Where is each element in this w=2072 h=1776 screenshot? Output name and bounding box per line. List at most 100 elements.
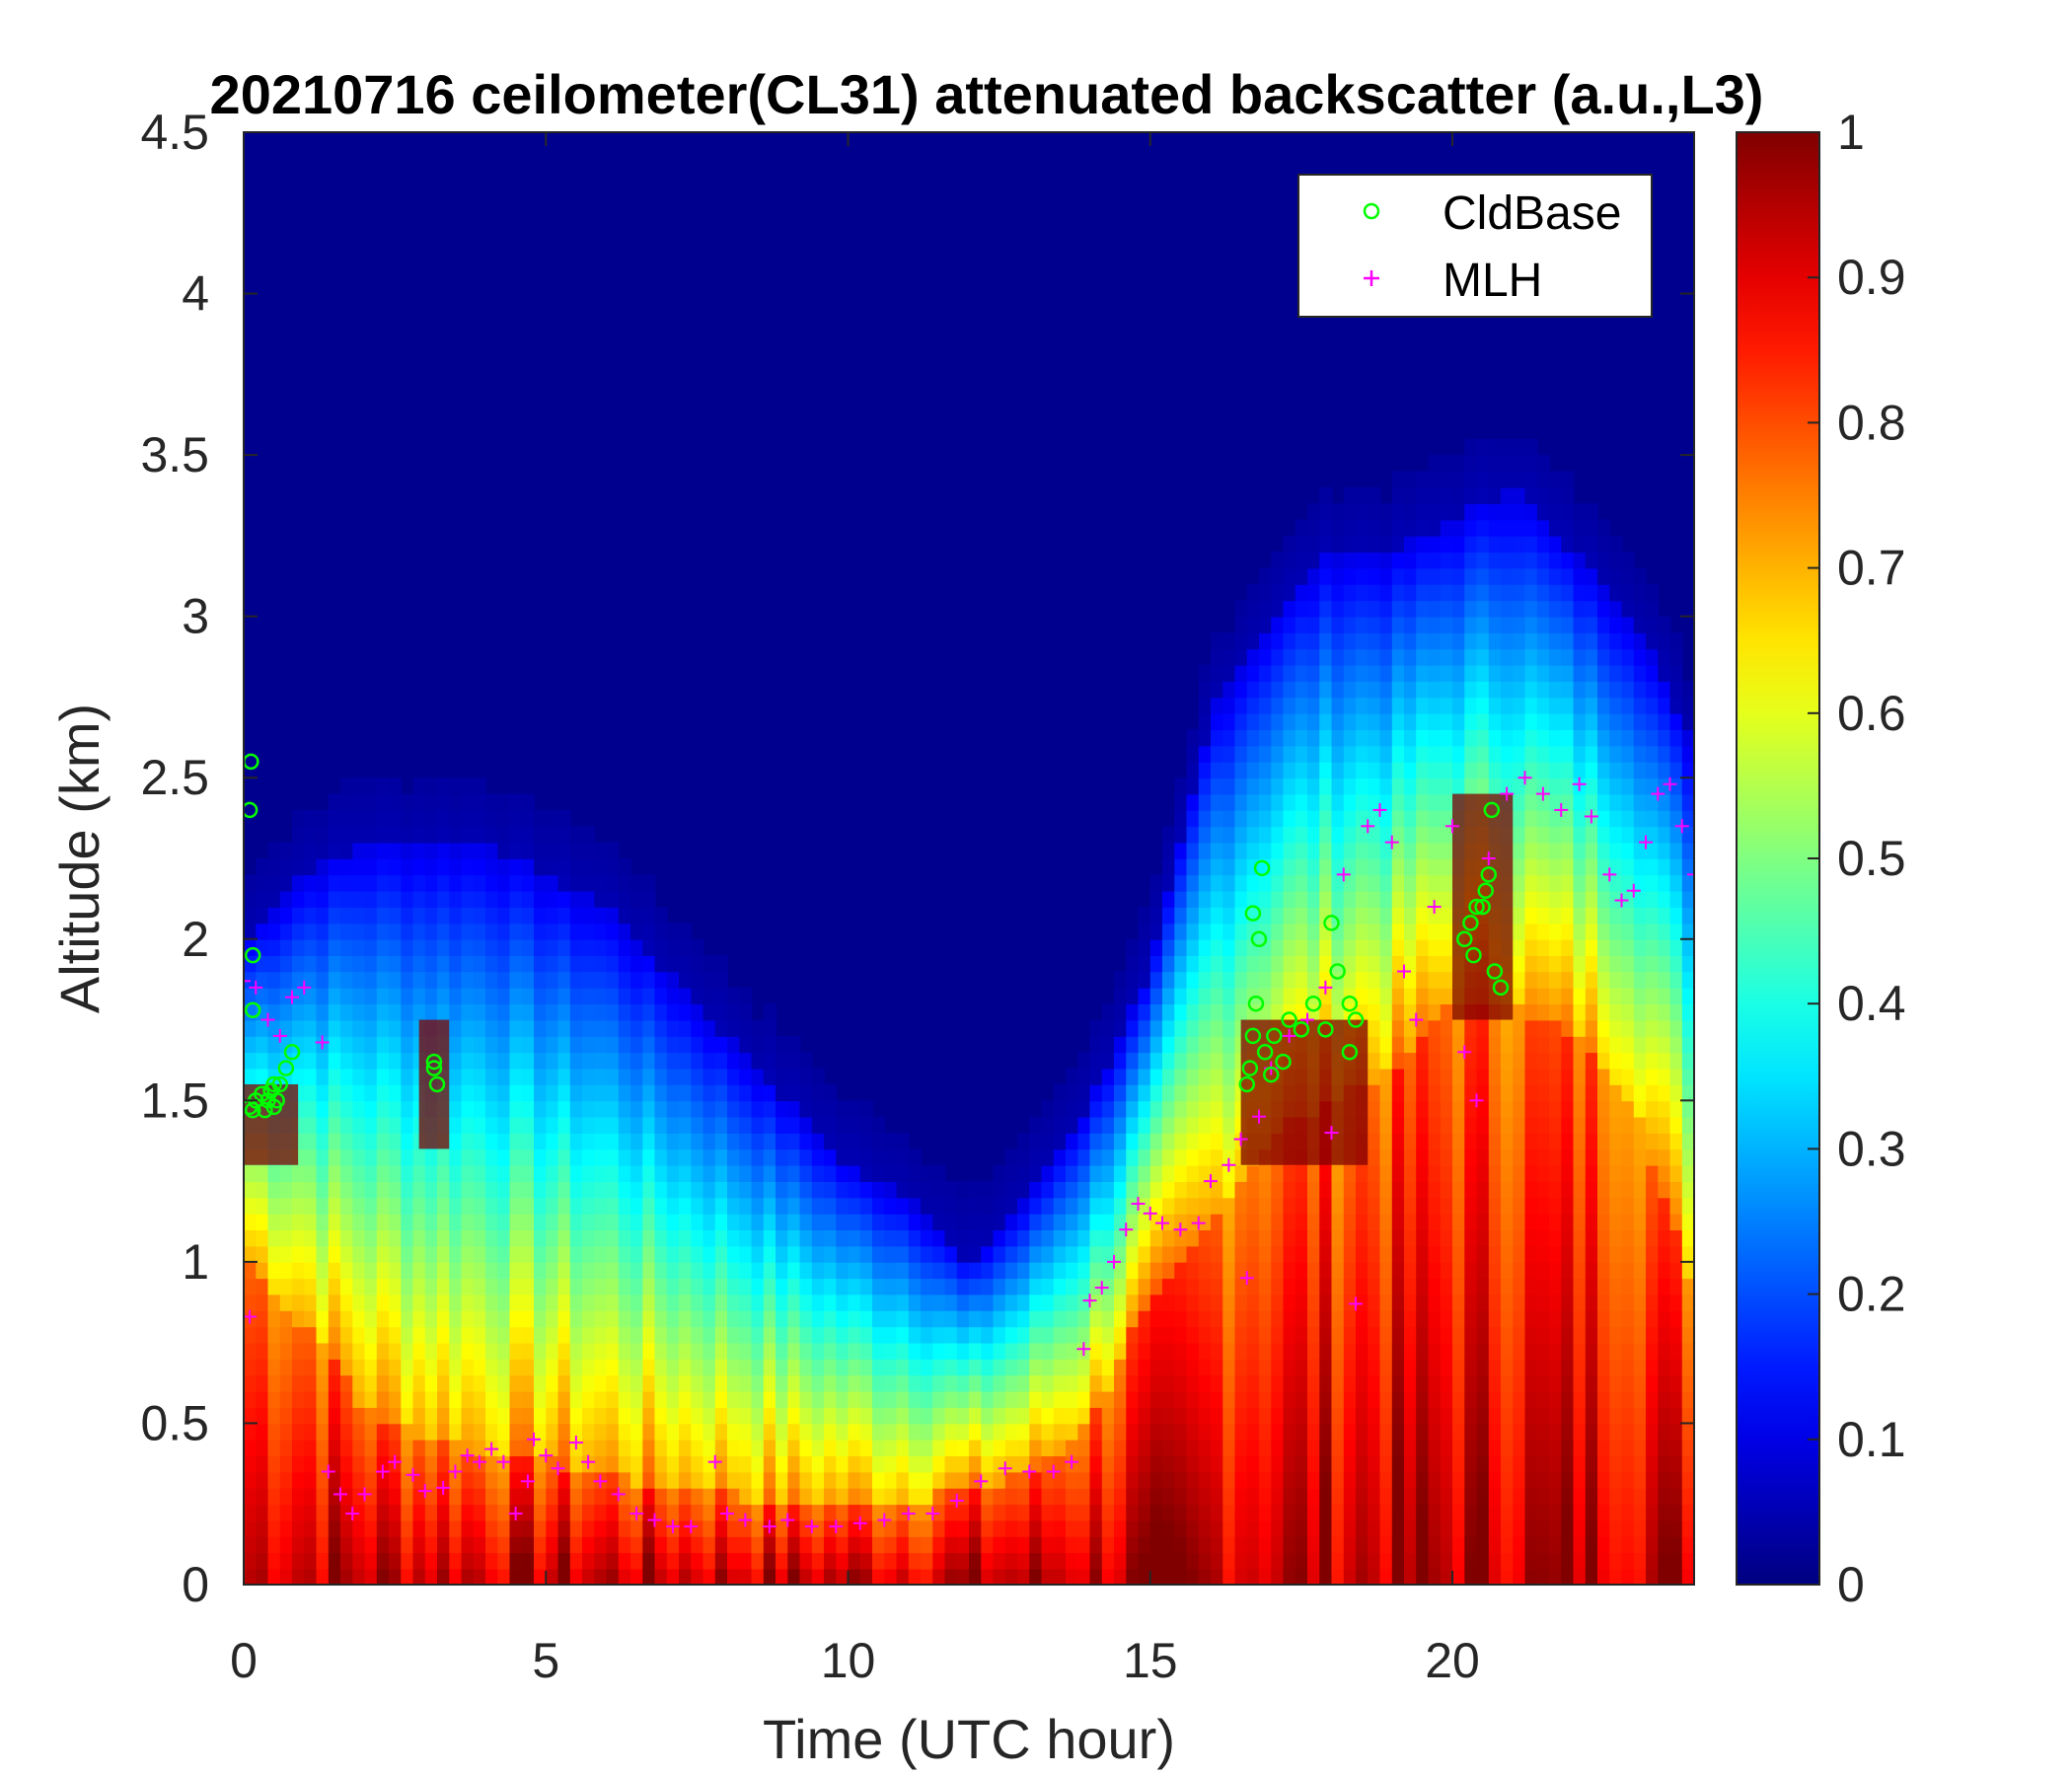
heatmap-cell [691, 1455, 704, 1473]
heatmap-cell [292, 1374, 306, 1392]
heatmap-cell [691, 1278, 704, 1295]
heatmap-cell [389, 1326, 403, 1344]
heatmap-cell [1331, 777, 1345, 795]
heatmap-cell [401, 793, 414, 811]
heatmap-cell [1149, 1535, 1163, 1554]
heatmap-cell [376, 1359, 390, 1376]
heatmap-cell [981, 1439, 995, 1456]
heatmap-cell [1186, 1100, 1200, 1118]
heatmap-cell [799, 1342, 813, 1360]
heatmap-cell [654, 1197, 668, 1215]
heatmap-cell [461, 1359, 475, 1376]
heatmap-cell [424, 858, 438, 876]
heatmap-cell [1464, 486, 1478, 504]
heatmap-cell [497, 1407, 511, 1425]
heatmap-cell [1126, 1278, 1140, 1295]
heatmap-cell [389, 907, 403, 925]
heatmap-cell [340, 1100, 354, 1118]
heatmap-cell [1004, 1261, 1018, 1280]
heatmap-cell [763, 1197, 777, 1215]
heatmap-cell [1391, 729, 1405, 747]
heatmap-cell [630, 874, 644, 892]
heatmap-cell [884, 1294, 898, 1311]
heatmap-cell [1343, 1487, 1357, 1506]
heatmap-cell [509, 955, 523, 973]
heatmap-cell [606, 1100, 620, 1118]
heatmap-cell [267, 1535, 281, 1554]
heatmap-cell [437, 1148, 451, 1166]
heatmap-cell [1295, 1359, 1308, 1376]
heatmap-cell [654, 1261, 668, 1280]
heatmap-cell [1513, 1439, 1526, 1456]
heatmap-cell [340, 890, 354, 908]
heatmap-cell [763, 1407, 777, 1425]
heatmap-cell [1513, 486, 1526, 504]
heatmap-cell [944, 1245, 958, 1263]
heatmap-cell [1066, 1519, 1079, 1537]
heatmap-cell [799, 1245, 813, 1263]
heatmap-cell [1319, 1197, 1333, 1215]
heatmap-cell [1379, 907, 1393, 925]
heatmap-cell [546, 1519, 559, 1537]
heatmap-cell [1101, 1100, 1115, 1118]
heatmap-cell [521, 1504, 535, 1521]
heatmap-cell [1464, 1213, 1478, 1230]
heatmap-cell [1186, 1019, 1200, 1037]
heatmap-cell [352, 777, 366, 795]
heatmap-cell [1452, 567, 1466, 585]
heatmap-cell [1271, 1390, 1285, 1408]
heatmap-cell [1198, 761, 1212, 779]
heatmap-cell [1368, 729, 1381, 747]
heatmap-cell [1198, 1568, 1212, 1585]
heatmap-cell [714, 1197, 728, 1215]
heatmap-cell [364, 1019, 378, 1037]
heatmap-cell [557, 1261, 571, 1280]
heatmap-cell [666, 1439, 680, 1456]
heatmap-cell [1488, 1052, 1502, 1070]
heatmap-cell [1416, 1310, 1430, 1328]
heatmap-cell [557, 1164, 571, 1182]
heatmap-cell [859, 1261, 873, 1280]
heatmap-cell [279, 1535, 293, 1554]
heatmap-cell [328, 1116, 341, 1134]
heatmap-cell [1368, 777, 1381, 795]
heatmap-cell [1319, 632, 1333, 650]
heatmap-cell [437, 1423, 451, 1441]
heatmap-cell [340, 938, 354, 956]
heatmap-cell [824, 1245, 838, 1263]
heatmap-cell [437, 955, 451, 973]
heatmap-cell [836, 1197, 850, 1215]
heatmap-cell [1368, 1003, 1381, 1021]
heatmap-cell [799, 1310, 813, 1328]
heatmap-cell [1149, 1116, 1163, 1134]
heatmap-cell [412, 1164, 426, 1182]
heatmap-cell [666, 1359, 680, 1376]
heatmap-cell [1089, 1164, 1103, 1182]
heatmap-cell [1077, 1535, 1091, 1554]
heatmap-cell [606, 1439, 620, 1456]
heatmap-cell [1404, 1504, 1418, 1521]
heatmap-cell [642, 907, 656, 925]
heatmap-cell [1126, 1519, 1140, 1537]
heatmap-cell [461, 1164, 475, 1182]
heatmap-cell [328, 1568, 341, 1585]
heatmap-cell [1222, 923, 1236, 940]
heatmap-cell [304, 1052, 318, 1070]
heatmap-cell [497, 1471, 511, 1489]
heatmap-cell [1246, 1439, 1260, 1456]
heatmap-cell [376, 809, 390, 828]
heatmap-cell [1428, 1310, 1442, 1328]
heatmap-cell [1464, 1455, 1478, 1473]
heatmap-cell [509, 1229, 523, 1247]
heatmap-cell [1464, 1294, 1478, 1311]
heatmap-cell [1416, 826, 1430, 844]
heatmap-cell [872, 1326, 886, 1344]
heatmap-cell [1464, 729, 1478, 747]
heatmap-cell [304, 1197, 318, 1215]
heatmap-cell [1234, 1423, 1248, 1441]
heatmap-cell [666, 1407, 680, 1425]
heatmap-cell [1259, 1164, 1273, 1182]
heatmap-cell [1077, 1084, 1091, 1102]
heatmap-cell [1041, 1133, 1055, 1150]
heatmap-cell [340, 1148, 354, 1166]
